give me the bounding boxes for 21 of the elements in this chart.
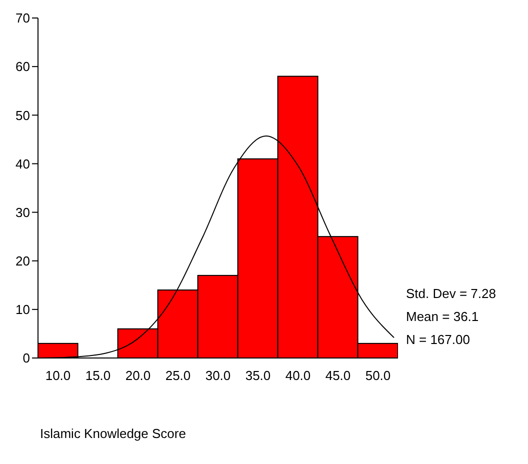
y-tick-label: 60 [16, 59, 30, 74]
x-tick-label: 15.0 [85, 368, 111, 383]
x-tick-label: 45.0 [325, 368, 351, 383]
x-tick-label: 30.0 [205, 368, 231, 383]
x-tick-label: 35.0 [245, 368, 271, 383]
text: Std. Dev = 7.28 [406, 285, 496, 303]
x-axis-title: Islamic Knowledge Score [40, 426, 187, 441]
x-tick-label: 20.0 [125, 368, 151, 383]
y-tick-label: 50 [16, 108, 30, 123]
x-tick-label: 40.0 [285, 368, 311, 383]
text: Mean = 36.1 [406, 308, 480, 326]
y-tick-label: 40 [16, 156, 30, 172]
y-tick-label: 0 [22, 350, 30, 366]
y-tick-label: 30 [16, 204, 30, 220]
text: N = 167.00 [406, 331, 471, 349]
x-tick-label: 25.0 [165, 368, 191, 383]
x-tick-label: 10.0 [45, 368, 71, 383]
y-tick-label: 20 [16, 253, 30, 268]
y-tick-label: 70 [16, 10, 30, 26]
x-tick-label: 50.0 [365, 368, 391, 383]
y-tick-label: 10 [16, 302, 30, 318]
